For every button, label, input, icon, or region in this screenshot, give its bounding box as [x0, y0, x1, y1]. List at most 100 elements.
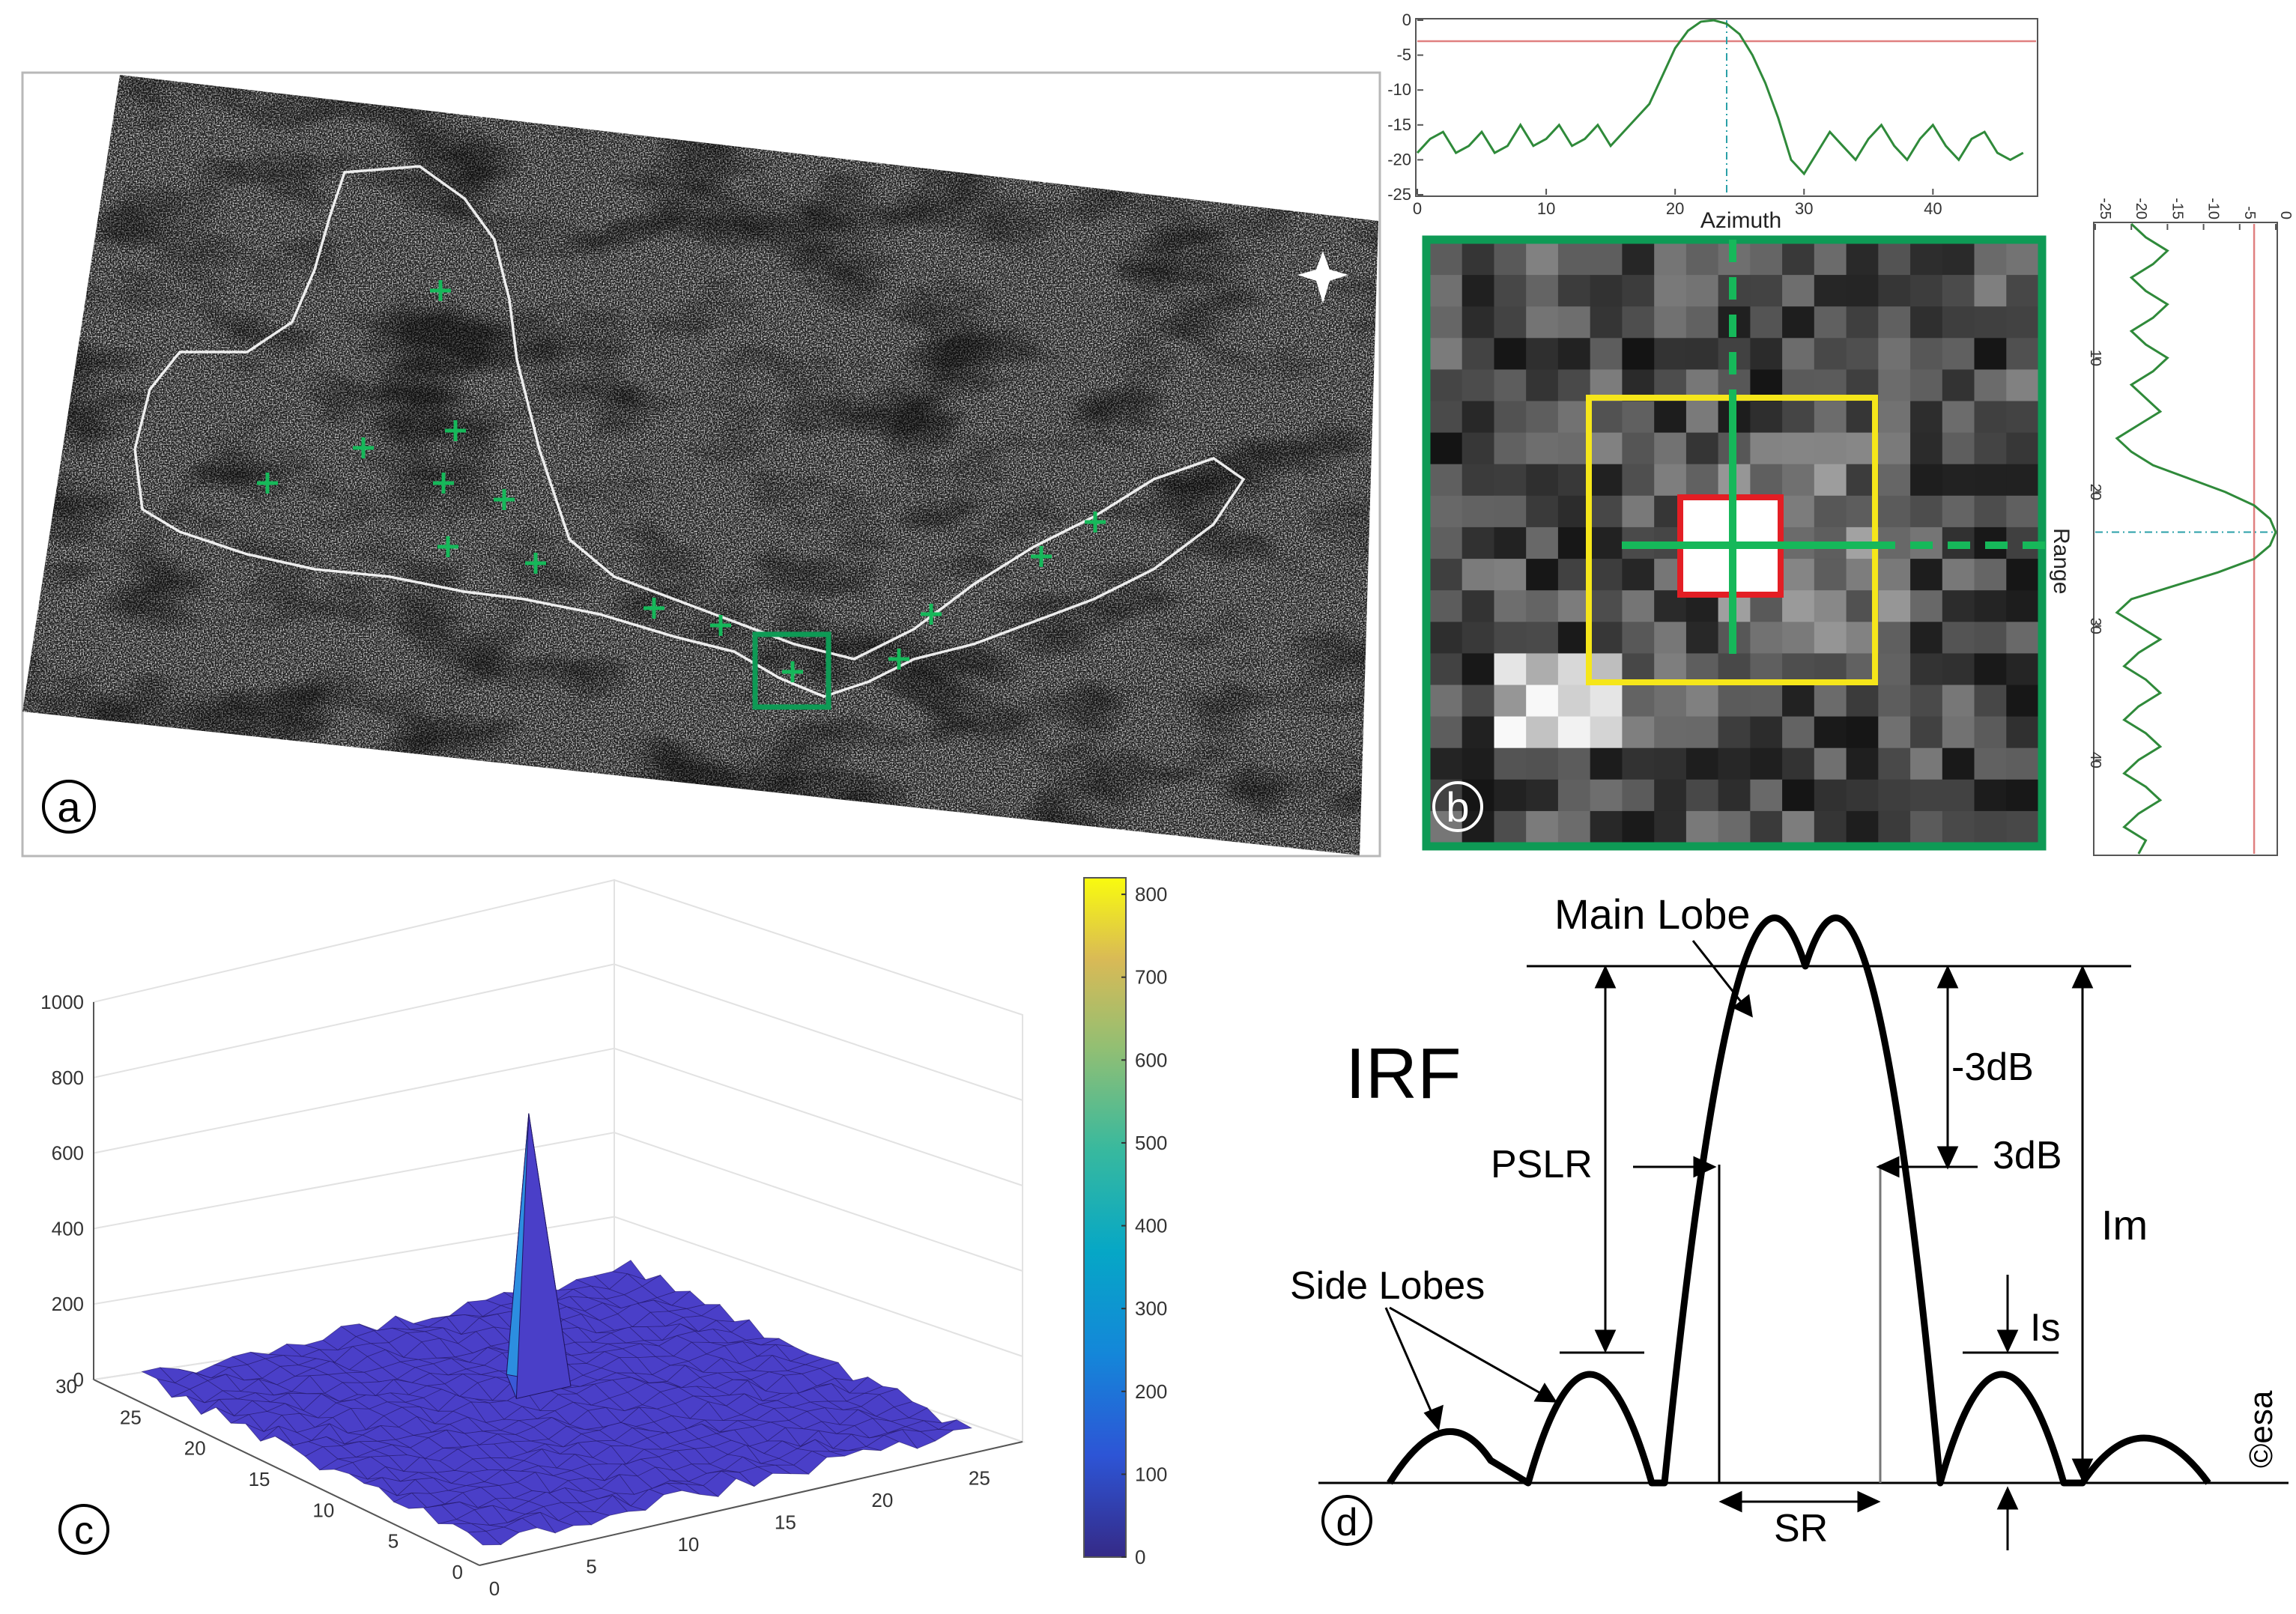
chip-pixel: [1685, 432, 1719, 465]
chip-pixel: [1974, 243, 2007, 276]
gcp-marker-7: [437, 536, 458, 557]
chip-pixel: [1910, 653, 1943, 686]
range-postick-label: 10: [2087, 350, 2103, 366]
chip-pixel: [1430, 590, 1463, 622]
chip-pixel: [2006, 716, 2039, 749]
range-postick-label: 30: [2087, 618, 2103, 634]
chip-pixel: [1526, 432, 1559, 465]
chip-pixel: [1750, 622, 1783, 654]
chip-pixel: [1494, 243, 1527, 276]
z-tick-label: 800: [52, 1067, 84, 1089]
chip-pixel: [1910, 685, 1943, 717]
chip-pixel: [1430, 622, 1463, 654]
chip-pixel: [2006, 622, 2039, 654]
azimuth-ytick-label: -20: [1387, 150, 1411, 169]
chip-pixel: [1910, 401, 1943, 434]
chip-pixel: [1590, 464, 1623, 497]
chip-pixel: [1846, 306, 1879, 339]
chip-pixel: [1654, 401, 1687, 434]
chip-pixel: [1782, 810, 1815, 843]
chip-pixel: [2006, 275, 2039, 307]
chip-pixel: [1494, 653, 1527, 686]
chip-pixel: [1590, 432, 1623, 465]
y-tick-label: 20: [184, 1437, 206, 1460]
azimuth-profile-chart: 0 10 20 30 40 0 -5 -10 -15 -20 -25: [1387, 10, 2038, 218]
chip-pixel: [1461, 559, 1494, 591]
plus3db-label: 3dB: [1993, 1134, 2062, 1177]
z-tick-label: 0: [73, 1368, 84, 1391]
azimuth-xtick-label: 0: [1413, 199, 1422, 218]
chip-pixel: [1910, 306, 1943, 339]
azimuth-ytick-label: -15: [1387, 115, 1411, 134]
chip-pixel: [1974, 338, 2007, 370]
sr-arrow: [1718, 1490, 1881, 1513]
chip-pixel: [1974, 559, 2007, 591]
chip-pixel: [1974, 432, 2007, 465]
chip-pixel: [1814, 432, 1847, 465]
y-tick-label: 30: [55, 1375, 77, 1398]
chip-pixel: [1974, 685, 2007, 717]
chip-pixel: [1557, 622, 1591, 654]
panel-b-label: b: [1432, 781, 1483, 832]
side-lobes-label: Side Lobes: [1290, 1264, 1485, 1308]
chip-pixel: [1750, 779, 1783, 812]
range-axes-box: [2093, 222, 2278, 856]
chip-pixel: [1942, 369, 1975, 402]
chip-pixels: [1430, 243, 2039, 843]
chip-pixel: [1654, 747, 1687, 780]
chip-pixel: [1910, 275, 1943, 307]
azimuth-xtick-label: 10: [1537, 199, 1555, 218]
chip-pixel: [1878, 338, 1911, 370]
colorbar-tick-label: 200: [1135, 1380, 1167, 1403]
chip-pixel: [1782, 464, 1815, 497]
chip-pixel: [1557, 306, 1591, 339]
chip-pixel: [2006, 810, 2039, 843]
chip-pixel: [1622, 779, 1655, 812]
chip-pixel: [1942, 495, 1975, 528]
chip-pixel: [1622, 306, 1655, 339]
chip-pixel: [1430, 495, 1463, 528]
chip-pixel: [2006, 590, 2039, 622]
chip-pixel: [1750, 464, 1783, 497]
pslr-pointer: [1633, 1156, 1717, 1178]
chip-pixel: [1910, 495, 1943, 528]
chip-pixel: [2006, 653, 2039, 686]
chip-pixel: [1878, 779, 1911, 812]
is-label: Is: [2030, 1306, 2060, 1350]
chip-pixel: [1526, 685, 1559, 717]
chip-pixel: [1814, 559, 1847, 591]
chip-pixel: [1590, 559, 1623, 591]
chip-pixel: [1461, 338, 1494, 370]
gcp-marker-13: [1031, 546, 1052, 567]
azimuth-xtick-label: 40: [1924, 199, 1942, 218]
x-tick-label: 20: [871, 1489, 893, 1511]
chip-pixel: [1974, 275, 2007, 307]
chip-pixel: [1461, 369, 1494, 402]
chip-pixel: [1494, 527, 1527, 559]
side-lobes-pointers: [1384, 1306, 1557, 1431]
chip-pixel: [1461, 747, 1494, 780]
chip-pixel: [1942, 653, 1975, 686]
chip-pixel: [1461, 527, 1494, 559]
chip-pixel: [1590, 401, 1623, 434]
chip-pixel: [1590, 622, 1623, 654]
chip-pixel: [1461, 401, 1494, 434]
panel-b-letter: b: [1446, 783, 1469, 831]
chip-pixel: [2006, 559, 2039, 591]
chip-pixel: [1526, 653, 1559, 686]
chip-pixel: [1526, 338, 1559, 370]
chip-pixel: [1974, 810, 2007, 843]
chip-pixel: [1750, 810, 1783, 843]
gcp-marker-5: [494, 489, 515, 510]
chip-pixel: [1557, 464, 1591, 497]
chip-pixel: [1685, 779, 1719, 812]
chip-pixel: [2006, 464, 2039, 497]
x-tick-label: 5: [586, 1556, 596, 1578]
is-arrow: [1996, 1275, 2019, 1550]
chip-pixel: [1750, 432, 1783, 465]
chip-pixel: [1942, 243, 1975, 276]
minus3db-label: -3dB: [1951, 1046, 2034, 1089]
chip-pixel: [1750, 401, 1783, 434]
chip-pixel: [1814, 243, 1847, 276]
